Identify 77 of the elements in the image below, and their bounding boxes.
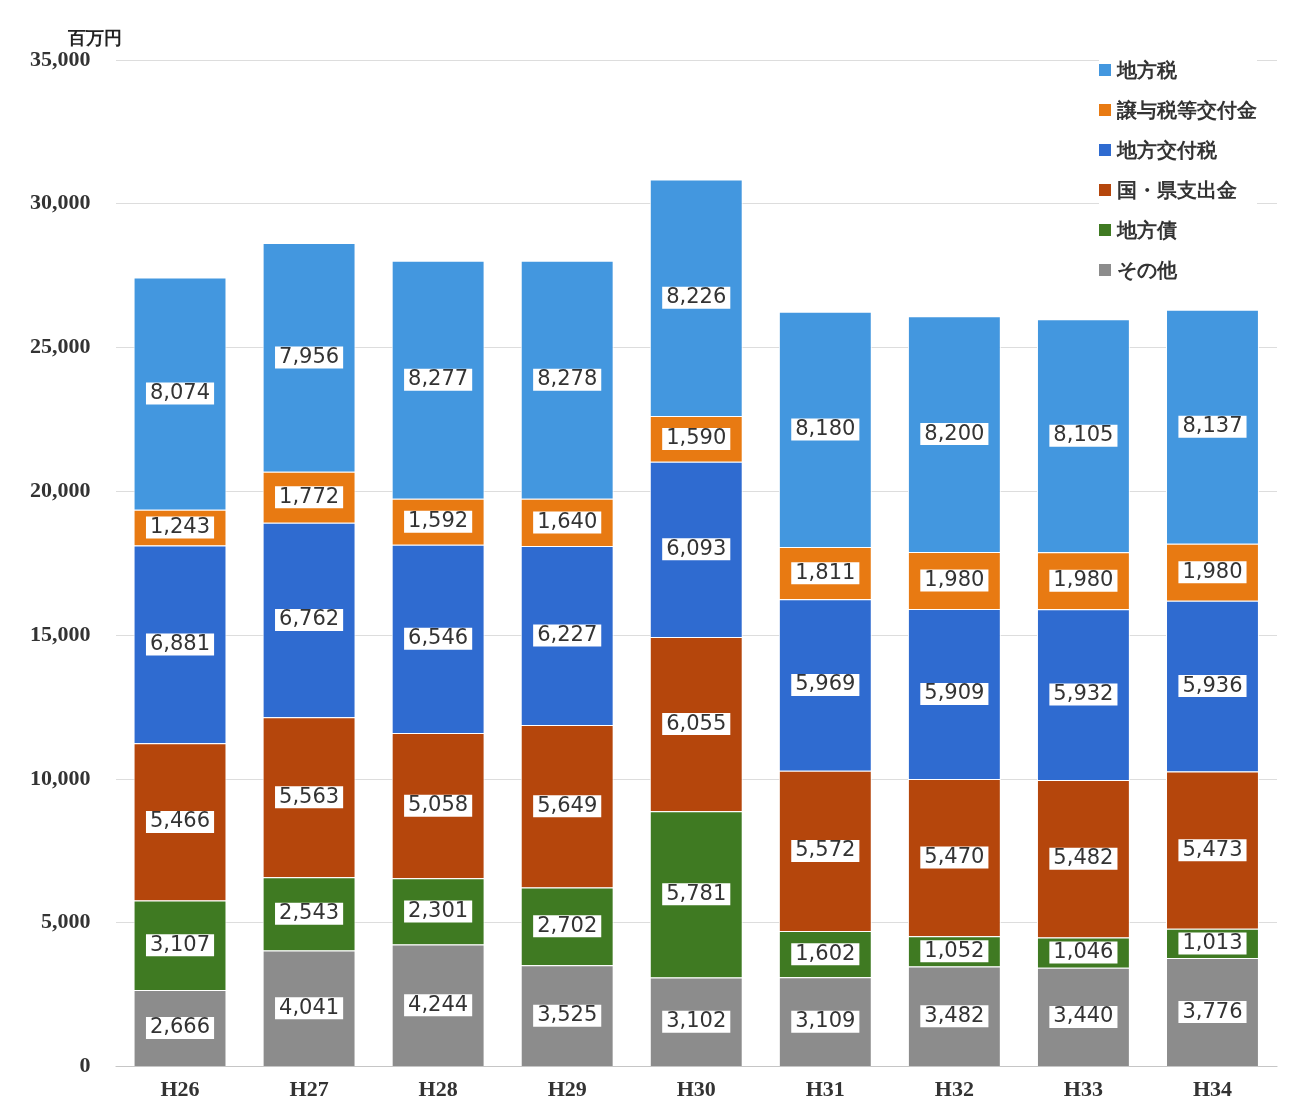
data-label: 1,590 xyxy=(666,425,727,450)
data-label: 5,781 xyxy=(666,880,727,905)
data-label: 8,180 xyxy=(795,415,856,440)
y-tick-label: 30,000 xyxy=(30,189,91,215)
data-label: 5,969 xyxy=(795,671,856,696)
legend-label: 地方債 xyxy=(1117,216,1177,244)
data-label: 2,301 xyxy=(408,897,469,922)
data-label: 6,227 xyxy=(537,621,598,646)
y-tick-label: 5,000 xyxy=(41,908,91,934)
x-tick-label: H31 xyxy=(805,1076,845,1102)
x-tick-label: H33 xyxy=(1063,1076,1103,1102)
data-label: 1,772 xyxy=(279,483,340,508)
y-tick-label: 0 xyxy=(79,1052,91,1078)
data-label: 1,013 xyxy=(1182,929,1243,954)
data-label: 5,470 xyxy=(924,844,985,868)
data-label: 1,243 xyxy=(149,514,211,539)
data-label: 1,811 xyxy=(795,559,856,584)
data-label: 2,543 xyxy=(279,900,340,925)
data-label: 1,052 xyxy=(924,937,985,962)
data-label: 4,244 xyxy=(408,991,469,1016)
data-label: 4,041 xyxy=(279,994,340,1019)
data-label: 3,107 xyxy=(149,931,211,956)
data-label: 5,473 xyxy=(1182,836,1243,861)
y-tick-label: 20,000 xyxy=(30,477,91,503)
legend-label: 地方交付税 xyxy=(1117,136,1217,164)
data-label: 1,640 xyxy=(537,508,598,533)
data-label: 8,074 xyxy=(149,380,211,405)
data-label: 5,909 xyxy=(924,680,985,705)
legend-label: 譲与税等交付金 xyxy=(1117,96,1257,124)
x-tick-label: H26 xyxy=(160,1076,200,1102)
data-label: 1,592 xyxy=(408,508,469,533)
y-tick-label: 15,000 xyxy=(30,620,91,646)
data-label: 1,046 xyxy=(1053,939,1114,964)
x-tick-label: H32 xyxy=(934,1076,974,1102)
legend-label: 地方税 xyxy=(1117,56,1177,84)
x-tick-label: H28 xyxy=(418,1076,458,1102)
x-tick-label: H29 xyxy=(547,1076,587,1102)
data-label: 3,525 xyxy=(537,1002,598,1027)
data-label: 1,980 xyxy=(1182,558,1243,583)
data-label: 3,776 xyxy=(1182,998,1243,1023)
data-label: 6,055 xyxy=(666,710,727,735)
x-tick-label: H27 xyxy=(289,1076,329,1102)
data-label: 5,932 xyxy=(1053,681,1114,706)
y-axis-title: 百万円 xyxy=(68,26,122,50)
data-label: 6,762 xyxy=(279,606,340,631)
x-tick-label: H30 xyxy=(676,1076,716,1102)
legend-label: その他 xyxy=(1117,256,1177,284)
data-label: 2,666 xyxy=(149,1014,211,1039)
data-label: 6,093 xyxy=(666,535,727,560)
x-tick-label: H34 xyxy=(1192,1076,1233,1102)
data-label: 5,563 xyxy=(279,783,340,808)
data-label: 8,200 xyxy=(924,420,985,445)
data-label: 1,980 xyxy=(1053,567,1114,592)
data-label: 5,466 xyxy=(149,808,211,833)
legend-label: 国・県支出金 xyxy=(1117,176,1237,204)
data-label: 1,602 xyxy=(795,940,856,965)
data-label: 3,440 xyxy=(1053,1003,1114,1028)
data-label: 6,881 xyxy=(149,630,211,655)
data-label: 5,482 xyxy=(1053,845,1114,870)
data-label: 8,105 xyxy=(1053,422,1114,447)
data-label: 1,980 xyxy=(924,566,985,591)
data-label: 5,649 xyxy=(537,792,598,817)
data-label: 6,546 xyxy=(408,625,469,650)
y-tick-label: 25,000 xyxy=(30,333,91,359)
data-label: 5,936 xyxy=(1182,672,1243,697)
data-label: 2,702 xyxy=(537,912,598,937)
data-label: 3,109 xyxy=(795,1008,856,1033)
data-label: 3,482 xyxy=(924,1002,985,1027)
data-label: 5,058 xyxy=(408,792,469,817)
y-tick-label: 10,000 xyxy=(30,764,91,790)
data-label: 8,137 xyxy=(1182,413,1243,438)
data-label: 5,572 xyxy=(795,837,856,862)
data-label: 8,226 xyxy=(666,284,727,309)
data-label: 7,956 xyxy=(279,343,340,368)
data-label: 8,278 xyxy=(537,366,598,391)
data-label: 8,277 xyxy=(408,366,469,391)
data-label: 3,102 xyxy=(666,1008,727,1033)
